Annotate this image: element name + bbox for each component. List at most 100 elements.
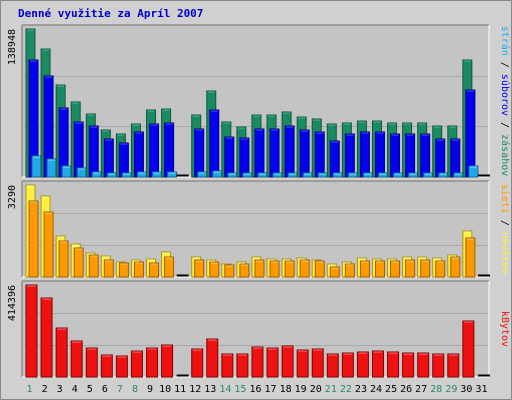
- x-label-day-3: 3: [57, 384, 63, 395]
- legend-entry: návštev: [499, 232, 511, 274]
- bar-sborov-18: [284, 125, 295, 178]
- x-label-day-26: 26: [400, 384, 412, 395]
- bar-sborov-17: [269, 128, 280, 178]
- bar-kBytov-13: [206, 338, 219, 378]
- x-label-day-8: 8: [132, 384, 138, 395]
- bar-sborov-6: [103, 138, 114, 178]
- bar-kBytov-18: [281, 345, 294, 378]
- bar-kBytov-6: [100, 354, 113, 378]
- x-label-day-23: 23: [355, 384, 367, 395]
- bar-siet-1: [28, 200, 39, 278]
- y-max-label: 3290: [7, 185, 18, 209]
- bar-kBytov-16: [251, 346, 264, 378]
- bar-sborov-23: [359, 131, 370, 178]
- bar-siet-19: [299, 259, 310, 278]
- bar-kBytov-22: [341, 352, 354, 378]
- bar-siet-7: [118, 262, 129, 278]
- y-max-label: 414396: [7, 285, 18, 321]
- x-label-day-1: 1: [27, 384, 33, 395]
- bar-siet-9: [149, 262, 160, 278]
- bar-sborov-8: [133, 131, 144, 178]
- bar-siet-15: [239, 263, 250, 278]
- x-label-day-2: 2: [42, 384, 48, 395]
- x-label-day-30: 30: [460, 384, 472, 395]
- x-label-day-16: 16: [249, 384, 261, 395]
- bar-sborov-7: [118, 142, 129, 178]
- bar-sborov-24: [374, 131, 385, 178]
- bar-sborov-27: [420, 133, 431, 178]
- bar-siet-27: [420, 259, 431, 278]
- x-label-day-22: 22: [340, 384, 352, 395]
- series-legend: kBytov: [499, 311, 510, 347]
- bar-sborov-9: [149, 123, 160, 178]
- bar-siet-4: [73, 247, 84, 278]
- bar-siet-21: [329, 266, 340, 278]
- bar-siet-25: [390, 260, 401, 278]
- x-label-day-28: 28: [430, 384, 442, 395]
- bar-siet-28: [435, 260, 446, 278]
- x-label-day-27: 27: [415, 384, 427, 395]
- bar-siet-5: [88, 254, 99, 278]
- bar-siet-8: [133, 261, 144, 278]
- bar-kBytov-12: [191, 348, 204, 378]
- bar-sborov-22: [344, 133, 355, 178]
- bar-kBytov-7: [115, 355, 128, 378]
- bar-kBytov-9: [146, 347, 159, 378]
- bar-sborov-25: [390, 133, 401, 178]
- bar-sborov-28: [435, 138, 446, 178]
- bar-siet-17: [269, 260, 280, 278]
- series-legend: strán / súborov / zásahov: [499, 26, 511, 177]
- series-legend: sietí / návštev: [499, 184, 511, 274]
- legend-entry: súborov: [499, 74, 511, 116]
- x-label-day-18: 18: [280, 384, 292, 395]
- x-label-day-11: 11: [174, 384, 186, 395]
- x-label-day-21: 21: [325, 384, 337, 395]
- x-label-day-14: 14: [219, 384, 231, 395]
- bar-sborov-14: [224, 136, 235, 178]
- bar-kBytov-14: [221, 353, 234, 378]
- bar-strn-1: [31, 155, 42, 178]
- bar-kBytov-29: [447, 353, 460, 378]
- x-label-day-29: 29: [445, 384, 457, 395]
- bar-sborov-15: [239, 137, 250, 178]
- x-label-day-25: 25: [385, 384, 397, 395]
- bar-sborov-30: [465, 89, 476, 178]
- bar-sborov-16: [254, 128, 265, 178]
- bar-kBytov-20: [311, 348, 324, 378]
- bar-siet-12: [194, 259, 205, 278]
- bar-kBytov-26: [402, 352, 415, 378]
- legend-sep: /: [499, 116, 510, 134]
- bar-siet-30: [465, 237, 476, 278]
- bar-kBytov-19: [296, 349, 309, 378]
- bar-kBytov-17: [266, 347, 279, 378]
- y-max-label: 138948: [7, 29, 18, 65]
- bar-kBytov-15: [236, 353, 249, 378]
- bar-siet-2: [43, 211, 54, 278]
- bar-siet-26: [405, 259, 416, 278]
- x-label-day-5: 5: [87, 384, 93, 395]
- bar-kBytov-4: [70, 340, 83, 378]
- x-label-day-6: 6: [102, 384, 108, 395]
- bar-siet-16: [254, 259, 265, 278]
- legend-entry: strán: [499, 26, 511, 56]
- x-label-day-17: 17: [265, 384, 277, 395]
- bar-kBytov-30: [462, 320, 475, 378]
- legend-entry: kBytov: [499, 311, 510, 347]
- bar-kBytov-24: [371, 350, 384, 378]
- bar-kBytov-8: [130, 350, 143, 378]
- x-label-day-13: 13: [204, 384, 216, 395]
- x-label-day-12: 12: [189, 384, 201, 395]
- legend-sep: /: [499, 56, 510, 74]
- bar-kBytov-3: [55, 327, 68, 378]
- bar-strn-30: [468, 165, 479, 178]
- bar-kBytov-10: [161, 344, 174, 378]
- bar-siet-22: [344, 263, 355, 278]
- x-label-day-19: 19: [295, 384, 307, 395]
- x-label-day-10: 10: [159, 384, 171, 395]
- bar-siet-3: [58, 240, 69, 278]
- bar-siet-20: [314, 260, 325, 278]
- bar-siet-10: [164, 256, 175, 278]
- bar-siet-6: [103, 259, 114, 278]
- bar-siet-18: [284, 260, 295, 278]
